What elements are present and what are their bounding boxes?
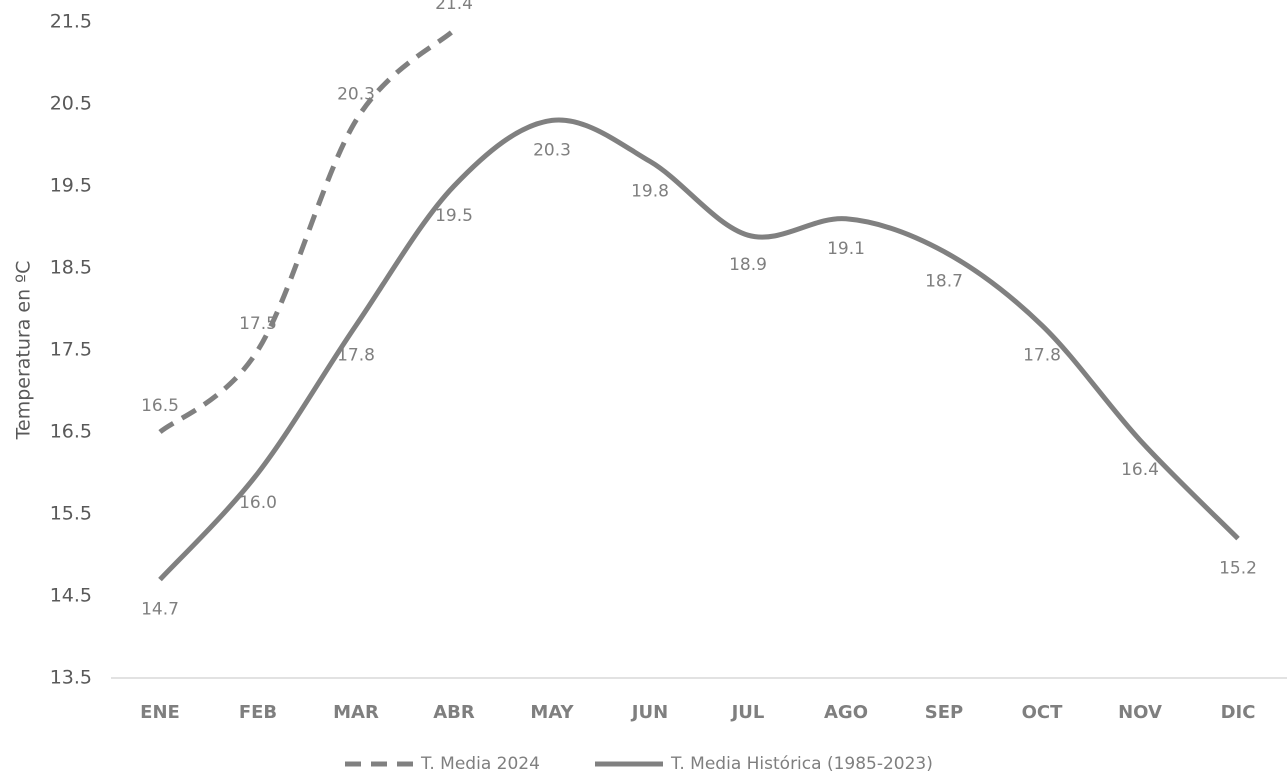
x-tick-label: MAY xyxy=(530,702,574,723)
legend-label: T. Media Histórica (1985-2023) xyxy=(670,754,933,774)
y-tick-label: 14.5 xyxy=(50,585,92,607)
data-label: 17.8 xyxy=(337,345,375,365)
x-tick-label: AGO xyxy=(824,702,868,723)
x-tick-label: SEP xyxy=(925,702,963,723)
x-tick-label: ABR xyxy=(433,702,475,723)
y-tick-label: 15.5 xyxy=(50,503,92,525)
data-label: 19.1 xyxy=(827,239,865,259)
data-label: 21.4 xyxy=(435,0,473,14)
x-tick-label: FEB xyxy=(239,702,277,723)
y-tick-label: 19.5 xyxy=(50,175,92,197)
data-label: 20.3 xyxy=(533,140,571,160)
x-tick-label: NOV xyxy=(1118,702,1162,723)
data-label: 14.7 xyxy=(141,600,179,620)
x-tick-label: ENE xyxy=(140,702,180,723)
x-tick-label: DIC xyxy=(1221,702,1256,723)
x-tick-label: JUL xyxy=(730,702,765,723)
data-label: 19.5 xyxy=(435,206,473,226)
y-axis-title: Temperatura en ºC xyxy=(13,261,35,441)
data-label: 17.8 xyxy=(1023,345,1061,365)
series-line xyxy=(158,117,1240,582)
data-label: 19.8 xyxy=(631,181,669,201)
data-label: 16.4 xyxy=(1121,460,1159,480)
y-tick-label: 13.5 xyxy=(50,667,92,689)
x-tick-label: JUN xyxy=(630,702,668,723)
y-tick-label: 21.5 xyxy=(50,11,92,33)
data-label: 20.3 xyxy=(337,84,375,104)
data-label: 16.5 xyxy=(141,396,179,416)
data-label: 18.9 xyxy=(729,255,767,275)
x-tick-label: OCT xyxy=(1022,702,1064,723)
legend-label: T. Media 2024 xyxy=(420,754,540,774)
data-label: 15.2 xyxy=(1219,559,1257,579)
x-tick-label: MAR xyxy=(333,702,379,723)
data-label: 17.5 xyxy=(239,314,277,334)
y-tick-label: 16.5 xyxy=(50,421,92,443)
data-label: 16.0 xyxy=(239,493,277,513)
y-tick-label: 17.5 xyxy=(50,339,92,361)
series-line xyxy=(158,28,456,434)
y-tick-label: 20.5 xyxy=(50,93,92,115)
data-label: 18.7 xyxy=(925,272,963,292)
y-tick-label: 18.5 xyxy=(50,257,92,279)
